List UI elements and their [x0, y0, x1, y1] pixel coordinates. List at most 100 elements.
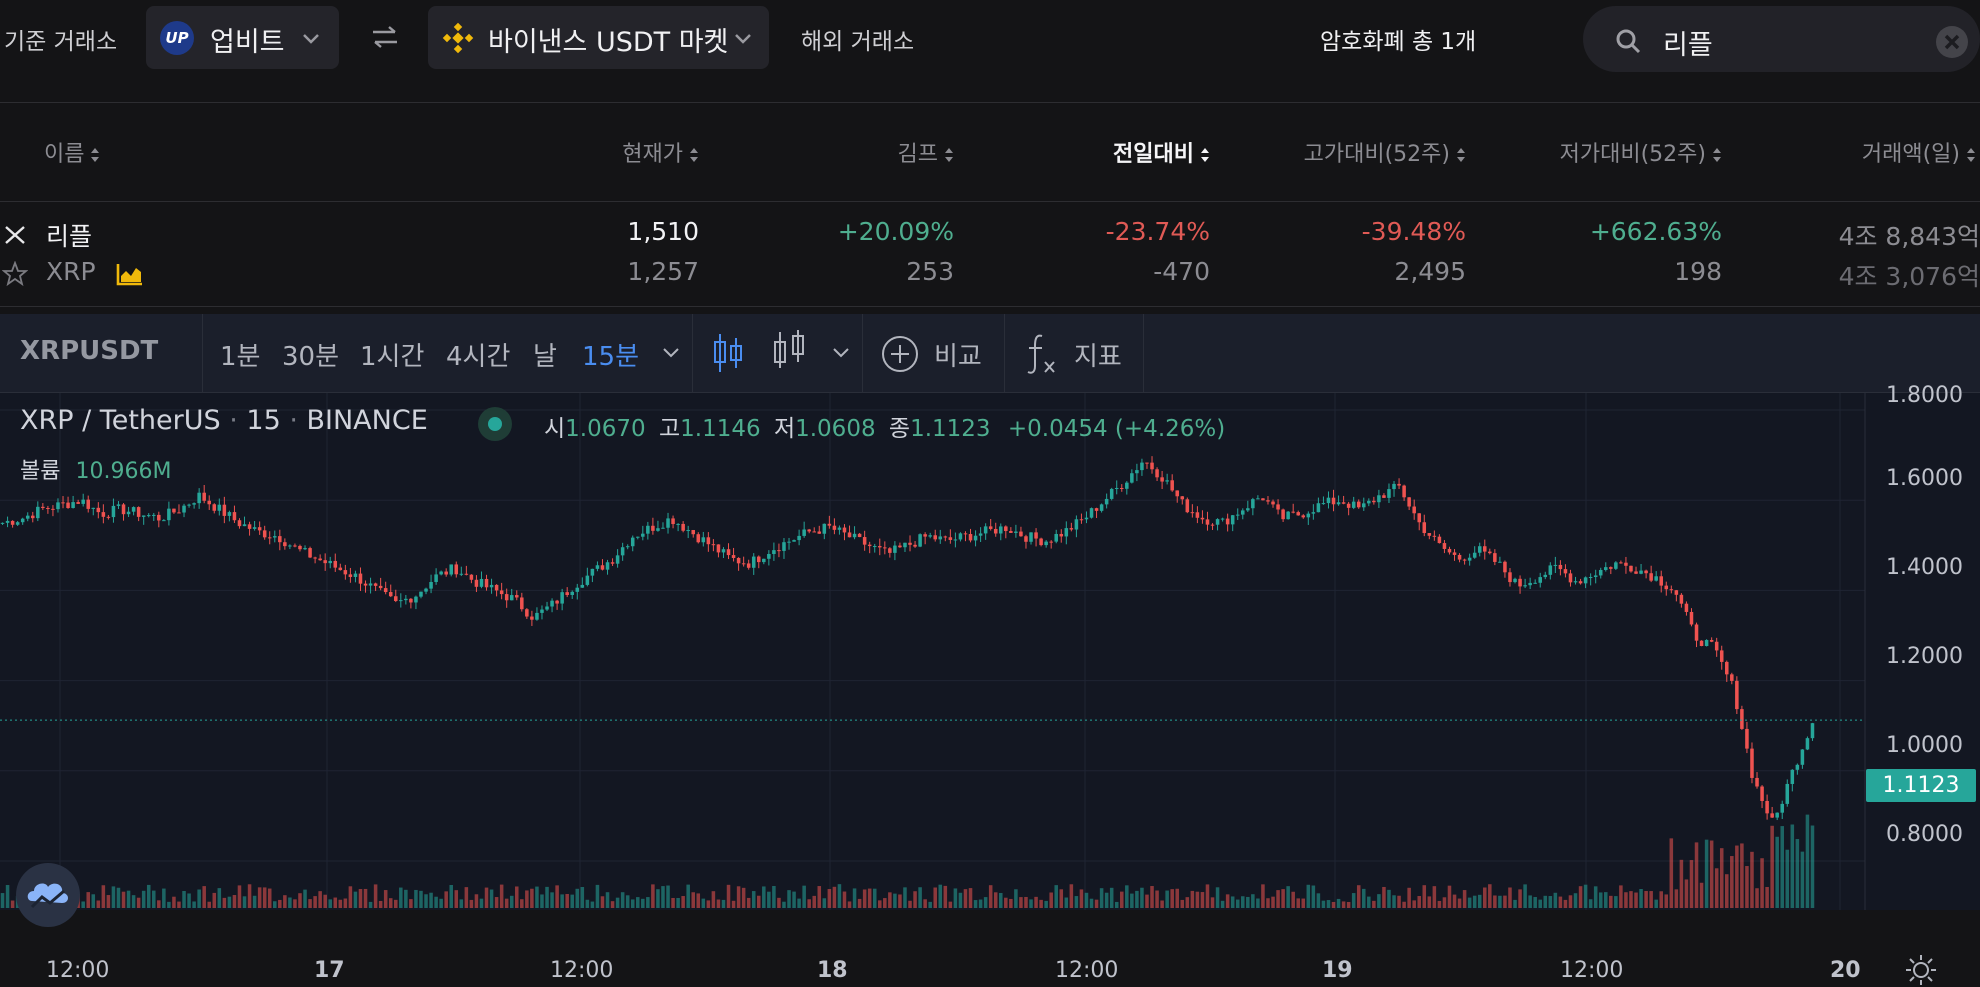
candle-body: [852, 533, 857, 538]
interval-15m[interactable]: 15분: [582, 342, 640, 372]
volume-bar: [983, 897, 988, 908]
candle-body: [973, 535, 978, 541]
volume-bar: [1109, 887, 1114, 908]
candle-body: [222, 504, 227, 516]
candle-body: [444, 571, 448, 575]
volume-bar: [580, 887, 585, 908]
volume-bar: [333, 897, 338, 908]
candle-body: [1230, 515, 1235, 525]
interval-day[interactable]: 날: [533, 342, 557, 372]
fx-icon[interactable]: [1026, 332, 1060, 376]
col-high52[interactable]: 고가대비(52주): [1304, 136, 1466, 168]
candle-body: [0, 522, 5, 524]
candle-body: [681, 523, 685, 531]
market-select[interactable]: 바이낸스 USDT 마켓: [428, 6, 769, 69]
candle-body: [257, 527, 262, 531]
volume-bar: [1775, 836, 1779, 908]
clear-icon[interactable]: [1935, 25, 1969, 59]
volume-bar: [1780, 826, 1784, 908]
candle-body: [872, 546, 877, 548]
candle-body: [1659, 576, 1663, 586]
exchange-select[interactable]: UP 업비트: [146, 6, 339, 69]
star-icon[interactable]: [2, 261, 28, 287]
volume-bar: [136, 897, 141, 908]
volume-bar: [1377, 894, 1381, 908]
volume-bar: [232, 895, 237, 908]
chevron-down-icon[interactable]: [662, 346, 680, 360]
candle-body: [1543, 574, 1548, 578]
candlestick-chart[interactable]: [0, 393, 1980, 910]
candle-body: [25, 515, 30, 519]
volume-bar: [1493, 895, 1497, 908]
compare-button[interactable]: 비교: [934, 342, 982, 372]
x-tick: 17: [314, 958, 345, 983]
volume-bar: [1165, 890, 1169, 908]
volume-bar: [1316, 893, 1321, 908]
volume-bar: [1140, 887, 1144, 908]
candle-body: [187, 504, 191, 506]
chart-plot[interactable]: XRP / TetherUS · 15 · BINANCE 시1.0670 고1…: [0, 383, 1980, 985]
candle-body: [721, 549, 726, 553]
interval-1h[interactable]: 1시간: [360, 342, 425, 372]
volume-bar: [545, 886, 549, 908]
candle-body: [192, 503, 196, 505]
volume-bar: [1301, 898, 1306, 908]
volume-bar: [686, 884, 690, 908]
volume-bar: [1291, 891, 1295, 908]
candle-body: [177, 512, 181, 514]
volume-bar: [323, 894, 327, 908]
candle-body: [953, 539, 958, 541]
chevron-down-icon[interactable]: [832, 346, 850, 360]
chevron-down-icon: [303, 34, 319, 44]
volume-bar: [1195, 891, 1200, 908]
volume-bar: [227, 896, 232, 908]
plus-circle-icon[interactable]: [880, 334, 920, 374]
interval-30m[interactable]: 30분: [282, 342, 340, 372]
volume-bar: [691, 892, 695, 908]
candle-body: [328, 560, 332, 564]
candle-body: [1059, 533, 1064, 537]
candle-body: [837, 527, 842, 530]
col-name[interactable]: 이름: [44, 136, 100, 168]
candle-body: [313, 557, 317, 559]
close-x-icon[interactable]: [4, 224, 28, 246]
candle-body: [1452, 552, 1457, 555]
candle-body: [61, 502, 65, 504]
candle-body: [1790, 769, 1795, 784]
interval-1m[interactable]: 1분: [220, 342, 261, 372]
volume-bar: [116, 887, 121, 908]
settings-icon[interactable]: [1904, 953, 1938, 987]
volume-bar: [126, 890, 131, 908]
volume-bar: [600, 896, 605, 908]
chart-icon[interactable]: [116, 262, 144, 286]
candle-body: [832, 525, 837, 530]
volume-bar: [1120, 891, 1124, 908]
tradingview-icon[interactable]: [16, 863, 80, 927]
col-change[interactable]: 전일대비: [1113, 136, 1210, 168]
col-price[interactable]: 현재가: [622, 136, 699, 168]
candle-body: [121, 504, 126, 515]
indicator-button[interactable]: 지표: [1074, 342, 1122, 372]
candle-icon[interactable]: [712, 332, 744, 374]
col-volume[interactable]: 거래액(일): [1862, 136, 1976, 168]
symbol-label[interactable]: XRPUSDT: [20, 336, 159, 366]
col-low52[interactable]: 저가대비(52주): [1560, 136, 1722, 168]
candle-body: [963, 533, 968, 535]
col-kimp[interactable]: 김프: [898, 136, 954, 168]
swap-icon[interactable]: [370, 24, 400, 50]
interval-4h[interactable]: 4시간: [446, 342, 511, 372]
candle-body: [106, 516, 111, 518]
volume-bar: [625, 895, 630, 908]
candle-body: [489, 584, 494, 588]
volume-bar: [1472, 895, 1477, 908]
volume-bar: [162, 888, 166, 908]
candle-body: [1800, 749, 1805, 765]
volume-bar: [1029, 899, 1033, 908]
bar-candle-icon[interactable]: [772, 328, 806, 370]
search-input[interactable]: 리플: [1663, 30, 1713, 61]
x-tick: 20: [1830, 958, 1861, 983]
search-box[interactable]: 리플: [1583, 6, 1980, 72]
table-row[interactable]: 리플 XRP 1,510 1,257 +20.09% 253 -23.74% -…: [0, 202, 1980, 307]
volume-bar: [1417, 896, 1421, 908]
volume-bar: [676, 897, 680, 908]
